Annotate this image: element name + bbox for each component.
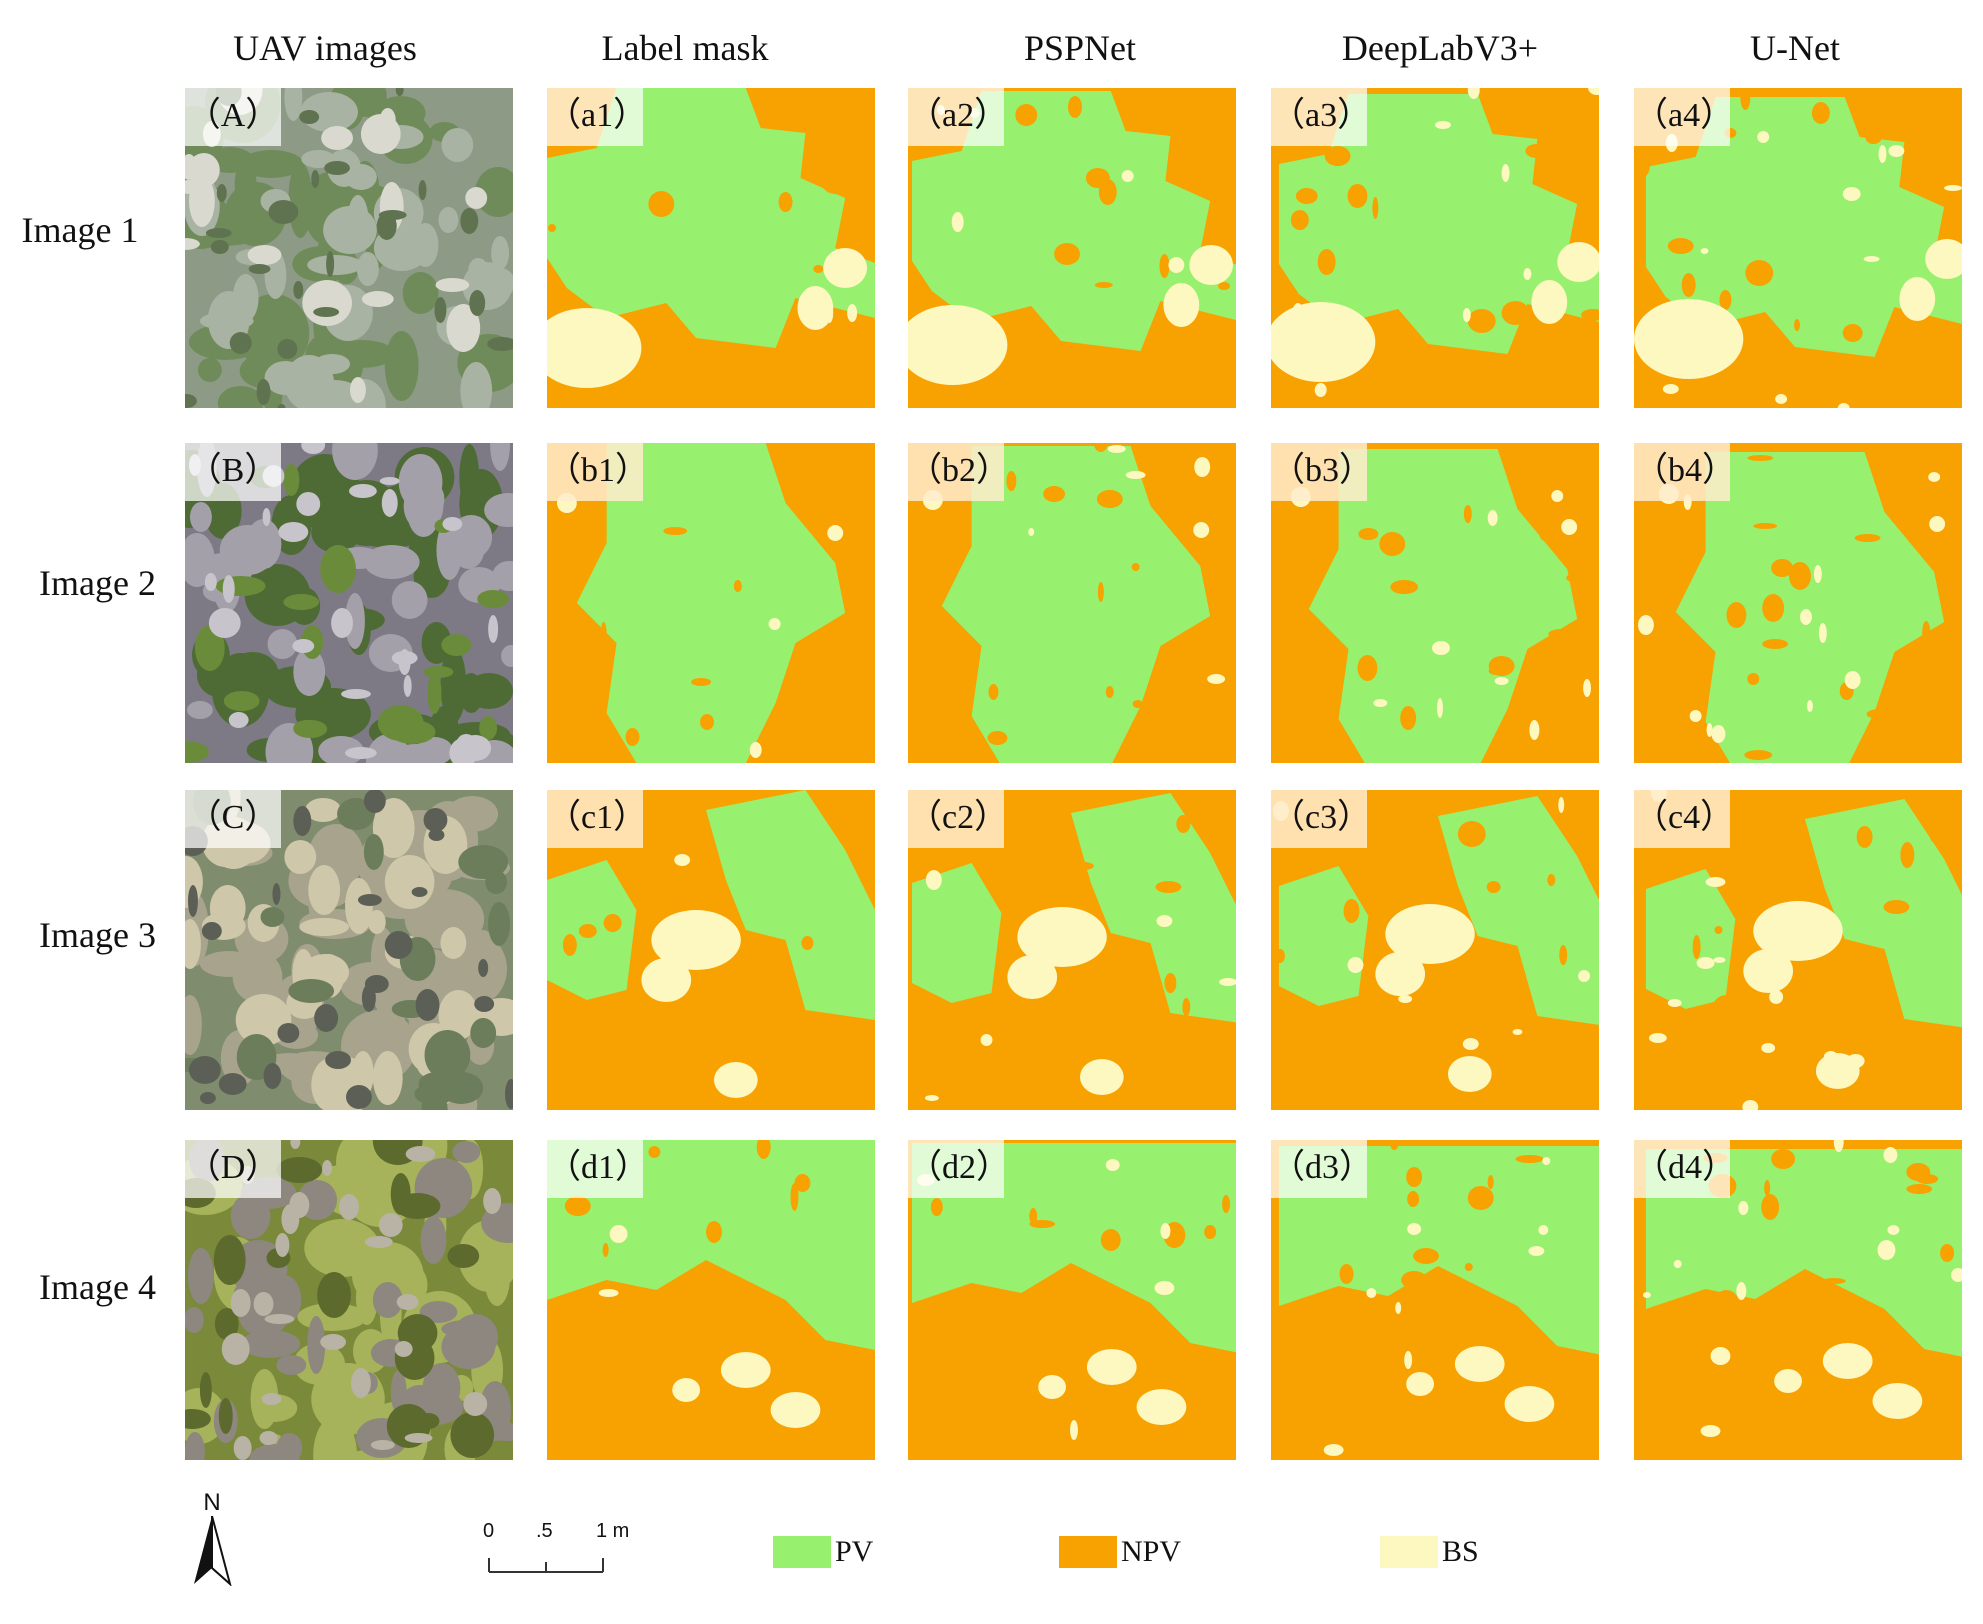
uav-photo-image [185, 790, 513, 1110]
panel-label: （c4） [1634, 790, 1734, 848]
panel-label: （a2） [908, 88, 1008, 146]
panel-label: （a3） [1271, 88, 1371, 146]
row-label-image-2: Image 2 [39, 563, 156, 603]
legend-swatch-pv [773, 1536, 831, 1568]
column-header-unet: U-Net [1750, 28, 1840, 68]
segmentation-mask: （b2） [908, 443, 1236, 763]
north-arrow-icon [194, 1516, 232, 1586]
mask-image [1271, 443, 1599, 763]
legend-item-bs: BS [1380, 1532, 1520, 1572]
segmentation-mask: （b1） [547, 443, 875, 763]
uav-photo: （B） [185, 443, 513, 763]
panel-label: （A） [185, 88, 281, 146]
mask-image [1271, 790, 1599, 1110]
segmentation-mask: （b4） [1634, 443, 1962, 763]
legend-label-bs: BS [1442, 1535, 1479, 1568]
mask-image [908, 1140, 1236, 1460]
row-label-image-4: Image 4 [39, 1267, 156, 1307]
panel-label: （C） [185, 790, 281, 848]
uav-photo: （A） [185, 88, 513, 408]
segmentation-mask: （d2） [908, 1140, 1236, 1460]
mask-image [1634, 1140, 1962, 1460]
panel-label: （d4） [1634, 1140, 1736, 1198]
legend-swatch-bs [1380, 1536, 1438, 1568]
legend-item-npv: NPV [1059, 1532, 1219, 1572]
legend-item-pv: PV [773, 1532, 913, 1572]
panel-label: （c1） [547, 790, 647, 848]
segmentation-mask: （c3） [1271, 790, 1599, 1110]
mask-image [1271, 88, 1599, 408]
panel-label: （b1） [547, 443, 649, 501]
segmentation-mask: （a4） [1634, 88, 1962, 408]
segmentation-mask: （d4） [1634, 1140, 1962, 1460]
panel-label: （b3） [1271, 443, 1373, 501]
row-label-image-1: Image 1 [21, 210, 139, 250]
scale-bar [488, 1558, 604, 1573]
segmentation-mask: （d3） [1271, 1140, 1599, 1460]
panel-label: （D） [185, 1140, 281, 1198]
legend-swatch-npv [1059, 1536, 1117, 1568]
segmentation-mask: （a1） [547, 88, 875, 408]
panel-label: （c2） [908, 790, 1008, 848]
panel-label: （d3） [1271, 1140, 1373, 1198]
segmentation-mask: （a3） [1271, 88, 1599, 408]
panel-label: （b4） [1634, 443, 1736, 501]
segmentation-mask: （b3） [1271, 443, 1599, 763]
column-header-deeplabv3plus: DeepLabV3+ [1341, 28, 1539, 68]
mask-image [908, 443, 1236, 763]
north-arrow: N [192, 1490, 242, 1586]
panel-label: （a1） [547, 88, 647, 146]
uav-photo-image [185, 1140, 513, 1460]
column-header-uav-images: UAV images [233, 28, 417, 68]
segmentation-mask: （c2） [908, 790, 1236, 1110]
north-label: N [203, 1489, 221, 1516]
column-header-label-mask: Label mask [601, 28, 769, 68]
uav-photo-image [185, 443, 513, 763]
segmentation-mask: （c1） [547, 790, 875, 1110]
legend-label-npv: NPV [1121, 1535, 1182, 1568]
panel-label: （d2） [908, 1140, 1010, 1198]
mask-image [1634, 443, 1962, 763]
segmentation-mask: （c4） [1634, 790, 1962, 1110]
uav-photo: （C） [185, 790, 513, 1110]
mask-image [547, 443, 875, 763]
panel-label: （a4） [1634, 88, 1734, 146]
panel-label: （d1） [547, 1140, 649, 1198]
panel-label: （B） [185, 443, 281, 501]
legend-label-pv: PV [835, 1535, 874, 1568]
scale-tick-0: 0 [483, 1520, 495, 1542]
column-header-pspnet: PSPNet [1023, 28, 1137, 68]
row-label-image-3: Image 3 [39, 915, 156, 955]
panel-label: （c3） [1271, 790, 1371, 848]
scale-tick-1m: 1 m [596, 1520, 630, 1542]
panel-label: （b2） [908, 443, 1010, 501]
uav-photo: （D） [185, 1140, 513, 1460]
scale-tick-half: .5 [536, 1520, 553, 1542]
mask-image [908, 88, 1236, 408]
segmentation-mask: （d1） [547, 1140, 875, 1460]
segmentation-mask: （a2） [908, 88, 1236, 408]
